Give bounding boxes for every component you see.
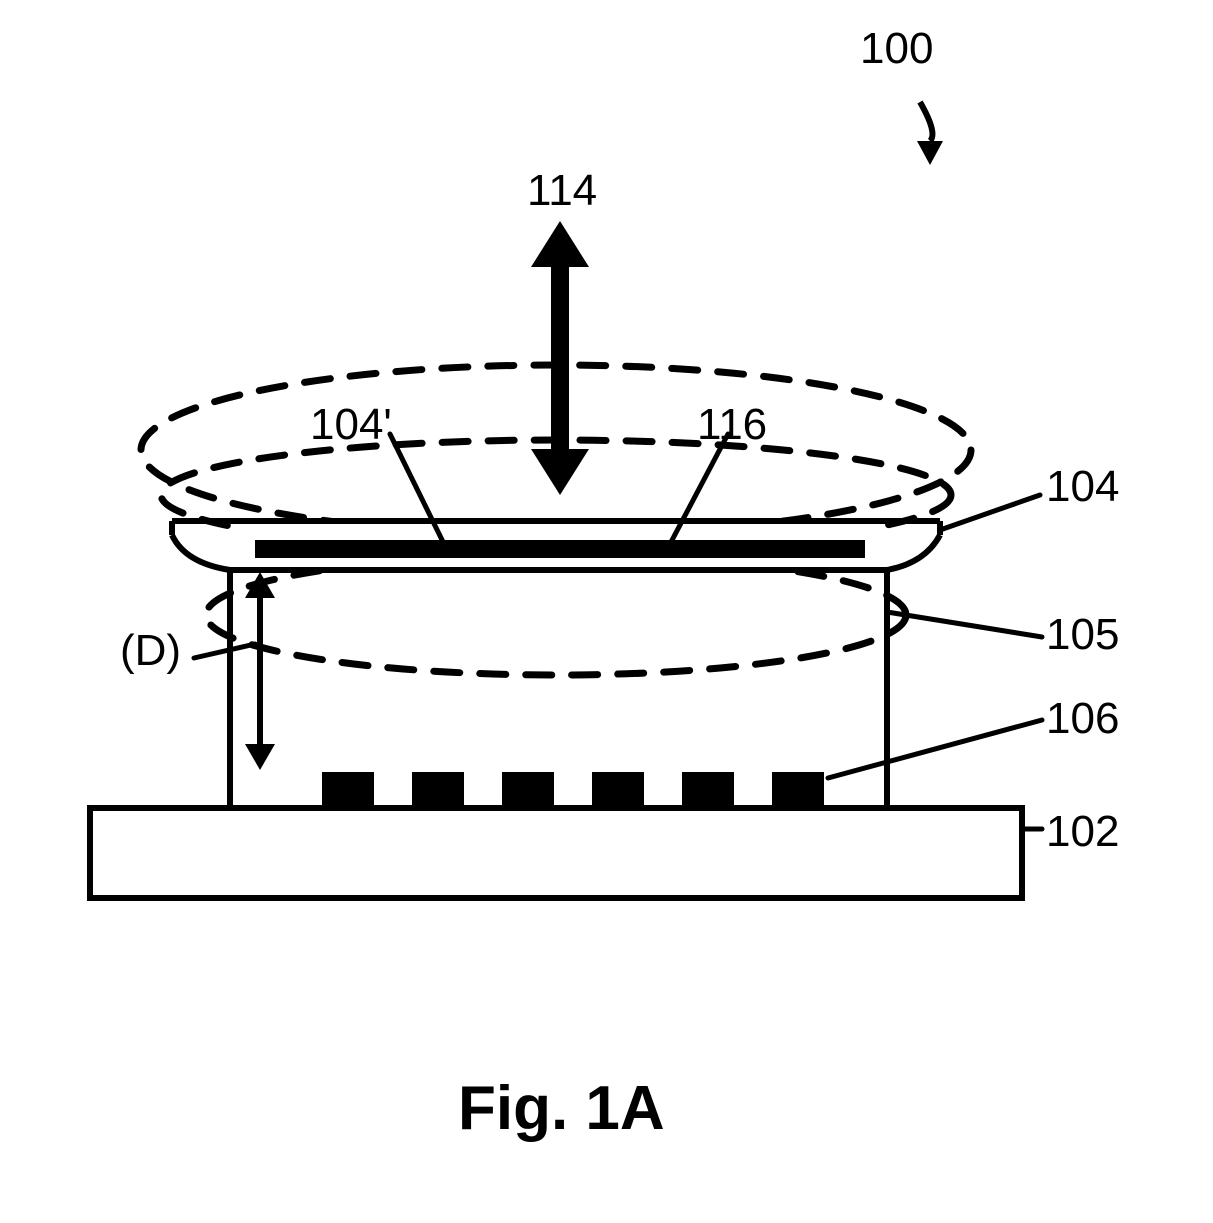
figure-canvas: 100 114 104' 116 104 105 106 102 (D) Fig…: [0, 0, 1213, 1223]
block-106-5: [772, 772, 824, 808]
leader-105: [887, 612, 1042, 637]
plate-116: [255, 540, 865, 558]
figure-caption: Fig. 1A: [458, 1073, 665, 1144]
arrow-114-head-up: [531, 221, 589, 267]
label-106: 106: [1046, 694, 1119, 744]
label-102: 102: [1046, 807, 1119, 857]
label-105: 105: [1046, 610, 1119, 660]
leader-106: [828, 720, 1042, 778]
block-106-1: [412, 772, 464, 808]
label-100: 100: [860, 24, 933, 74]
base-slab: [90, 808, 1022, 898]
block-106-3: [592, 772, 644, 808]
label-104: 104: [1046, 462, 1119, 512]
block-106-4: [682, 772, 734, 808]
figure-svg: [0, 0, 1213, 1223]
leader-D: [194, 644, 255, 658]
arrow-100-tail: [920, 102, 932, 141]
lid-curve-right: [887, 535, 940, 570]
block-106-0: [322, 772, 374, 808]
arrow-D-head-down: [245, 744, 275, 770]
label-114: 114: [527, 166, 597, 216]
leader-104: [940, 495, 1040, 530]
label-D: (D): [120, 626, 181, 676]
block-106-2: [502, 772, 554, 808]
label-104p: 104': [310, 400, 392, 450]
arrow-114-head-down: [531, 449, 589, 495]
lid-curve-left: [172, 535, 230, 570]
arrow-114-shaft: [551, 267, 569, 449]
arrow-100-head: [917, 141, 943, 165]
label-116: 116: [697, 400, 767, 450]
